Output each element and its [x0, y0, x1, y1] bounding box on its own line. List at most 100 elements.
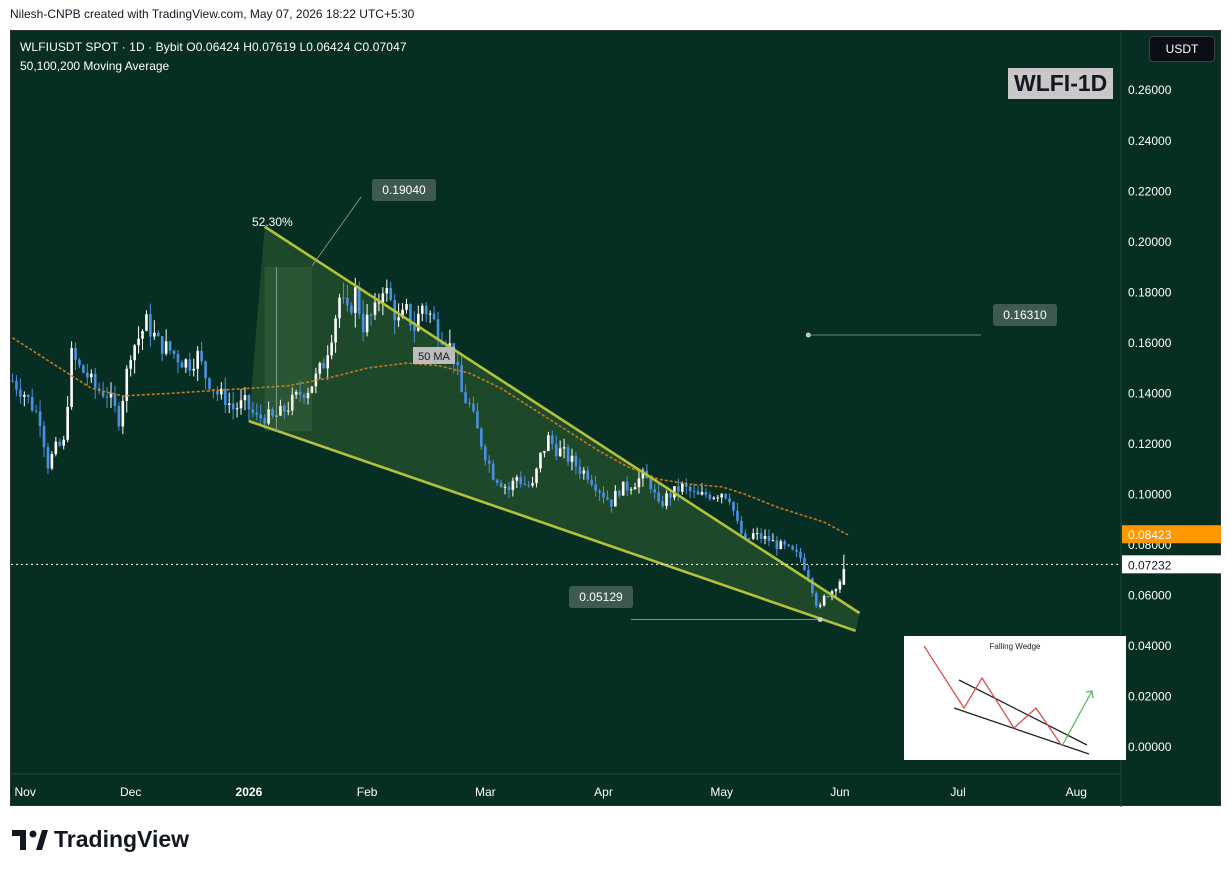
candle-down: [807, 570, 810, 579]
candle-down: [747, 538, 751, 540]
candle-down: [200, 350, 203, 362]
measure-box: [264, 267, 312, 432]
chart-frame[interactable]: 0.00000 0.02000 0.04000 0.06000 0.08000 0.100…: [10, 30, 1222, 807]
candle-down: [424, 305, 428, 315]
candle-down: [78, 359, 81, 366]
candle-down: [117, 406, 121, 427]
candle-up: [543, 450, 546, 453]
candle-up: [397, 317, 400, 321]
candle-down: [231, 403, 235, 410]
candle-up: [153, 332, 156, 337]
high-leader: [311, 196, 362, 267]
candle-down: [692, 491, 696, 493]
candle-up: [641, 470, 645, 479]
candle-up: [417, 313, 420, 331]
candle-up: [838, 581, 842, 590]
candle-down: [38, 411, 42, 427]
candle-down: [156, 332, 160, 337]
candle-up: [570, 455, 574, 462]
candle-up: [428, 313, 432, 315]
candle-down: [369, 314, 373, 316]
candle-down: [259, 414, 263, 419]
candle-down: [732, 501, 735, 511]
candle-up: [716, 497, 720, 499]
candle-up: [712, 497, 716, 499]
candle-down: [101, 390, 105, 397]
candle-down: [598, 490, 601, 493]
candle-up: [665, 493, 668, 506]
candle-down: [204, 361, 207, 379]
candle-up: [834, 589, 838, 592]
candle-up: [192, 368, 196, 371]
candle-down: [255, 412, 259, 415]
candle-up: [621, 481, 625, 496]
candle-up: [334, 318, 337, 343]
candle-down: [625, 481, 629, 491]
candle-down: [172, 350, 176, 355]
candle-up: [227, 403, 231, 406]
candle-down: [795, 549, 798, 552]
candle-down: [736, 510, 739, 521]
tradingview-logo[interactable]: TradingView: [12, 826, 189, 853]
candle-down: [594, 484, 597, 491]
candle-down: [86, 372, 89, 378]
candle-up: [700, 492, 704, 495]
price-chart[interactable]: 0.000000.020000.040000.060000.080000.100…: [11, 31, 1222, 807]
candle-up: [818, 605, 822, 607]
x-tick-label: 2026: [236, 785, 263, 799]
candle-up: [125, 368, 129, 401]
price-labels: 0.08423 0.07232: [11, 525, 1221, 574]
candle-down: [472, 403, 475, 412]
x-tick-label: Jun: [830, 785, 849, 799]
candle-down: [15, 380, 18, 390]
candle-down: [93, 373, 97, 389]
candle-up: [90, 373, 93, 378]
candle-down: [34, 410, 38, 412]
candle-up: [314, 373, 318, 387]
candle-up: [353, 287, 357, 313]
candle-down: [113, 393, 117, 407]
candle-down: [578, 466, 582, 474]
candle-down: [389, 288, 393, 300]
candle-up: [755, 533, 759, 535]
candle-up: [184, 359, 188, 368]
candle-down: [413, 325, 416, 331]
candle-down: [653, 489, 657, 493]
candle-down: [688, 486, 692, 492]
candle-down: [350, 305, 353, 313]
tradingview-logo-icon: [12, 829, 48, 850]
candle-up: [373, 302, 377, 315]
ma-tag-bg: [413, 347, 455, 364]
candle-down: [507, 486, 511, 490]
candle-down: [480, 428, 483, 447]
symbol-header: WLFIUSDT SPOT · 1D · Bybit O0.06424 H0.0…: [20, 40, 407, 54]
x-tick-label: Feb: [357, 785, 378, 799]
ma-price-label: 0.08423: [1128, 528, 1172, 542]
candle-up: [235, 408, 239, 410]
candle-up: [121, 400, 125, 427]
candle-up: [515, 477, 519, 481]
y-tick-label: 0.22000: [1128, 184, 1172, 198]
candle-down: [523, 483, 526, 485]
candle-down: [566, 447, 570, 462]
candle-up: [420, 305, 424, 314]
candle-down: [696, 491, 700, 495]
candle-up: [306, 392, 310, 399]
candle-up: [318, 363, 322, 374]
y-tick-label: 0.14000: [1128, 386, 1172, 400]
candle-up: [614, 491, 617, 507]
candle-down: [586, 470, 590, 480]
x-tick-label: Dec: [120, 785, 141, 799]
candle-up: [290, 394, 294, 411]
candle-up: [279, 405, 282, 416]
low-label-bg: [569, 586, 633, 608]
candle-up: [133, 345, 136, 361]
candle-down: [783, 541, 787, 545]
wedge-lines: [248, 225, 861, 633]
candle-down: [247, 395, 251, 410]
candle-down: [814, 593, 818, 606]
currency-button[interactable]: USDT: [1149, 36, 1215, 62]
candle-up: [287, 410, 290, 412]
x-tick-label: Apr: [594, 785, 613, 799]
ma50-line: [12, 337, 849, 536]
